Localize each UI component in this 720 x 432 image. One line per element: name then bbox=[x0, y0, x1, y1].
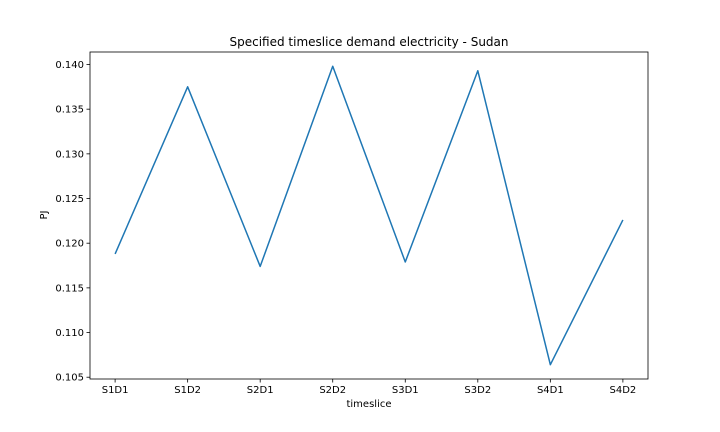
x-tick-label: S2D2 bbox=[319, 385, 346, 396]
x-axis-label: timeslice bbox=[346, 399, 391, 410]
y-tick-label: 0.110 bbox=[55, 328, 84, 339]
x-tick-label: S3D1 bbox=[392, 385, 419, 396]
x-tick-label: S1D2 bbox=[174, 385, 201, 396]
y-tick-label: 0.105 bbox=[55, 373, 84, 384]
plot-frame bbox=[89, 51, 649, 380]
x-tick-label: S1D1 bbox=[102, 385, 129, 396]
chart-title: Specified timeslice demand electricity -… bbox=[230, 35, 509, 49]
x-tick-label: S2D1 bbox=[247, 385, 274, 396]
y-tick-label: 0.115 bbox=[55, 283, 84, 294]
y-tick-label: 0.140 bbox=[55, 60, 84, 71]
y-axis: 0.105 0.110 0.115 0.120 0.125 0.130 0.135 0.140 bbox=[55, 60, 90, 384]
y-tick-label: 0.130 bbox=[55, 149, 84, 160]
x-tick-label: S3D2 bbox=[464, 385, 491, 396]
y-axis-label: PJ bbox=[39, 211, 50, 220]
x-axis: S1D1 S1D2 S2D1 S2D2 S3D1 S3D2 S4D1 S4D2 bbox=[102, 379, 636, 396]
x-tick-label: S4D2 bbox=[609, 385, 636, 396]
x-tick-label: S4D1 bbox=[537, 385, 564, 396]
series-line bbox=[114, 65, 624, 366]
plot-area bbox=[114, 65, 624, 366]
y-tick-label: 0.120 bbox=[55, 239, 84, 250]
y-tick-label: 0.125 bbox=[55, 194, 84, 205]
y-tick-label: 0.135 bbox=[55, 105, 84, 116]
